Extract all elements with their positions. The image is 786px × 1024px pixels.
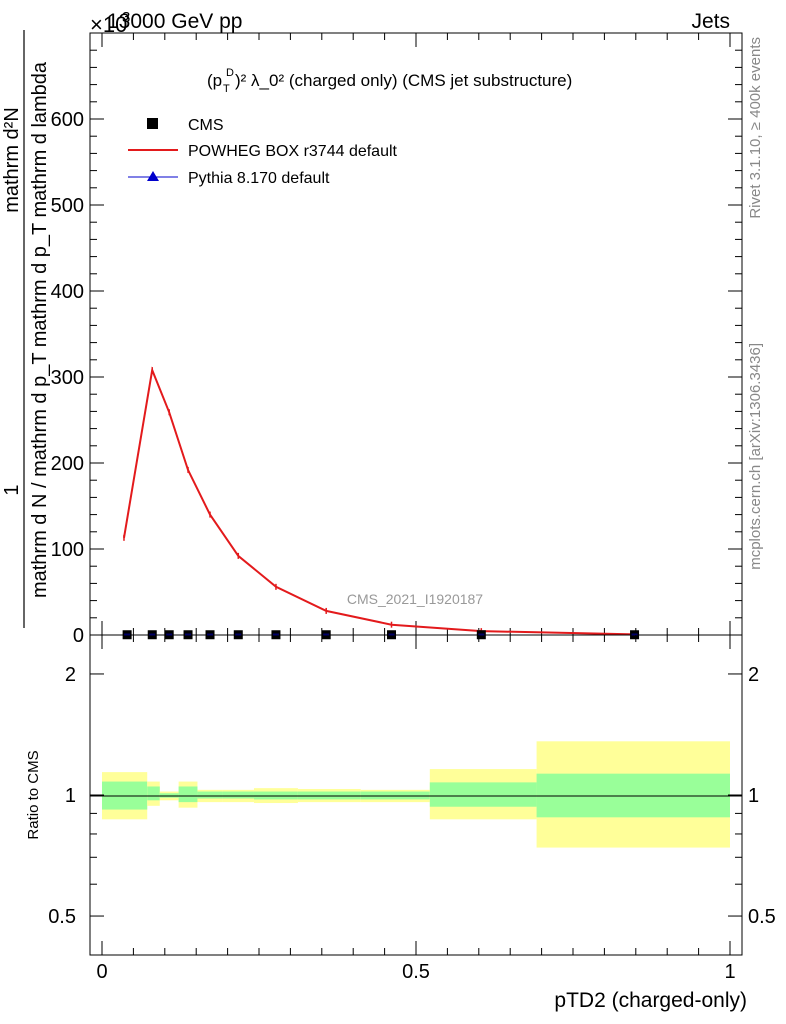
analysis-watermark: CMS_2021_I1920187	[347, 591, 483, 607]
ratio-inner-band	[536, 773, 730, 818]
legend-label-powheg: POWHEG BOX r3744 default	[188, 143, 398, 160]
ratio-y-label: Ratio to CMS	[25, 750, 42, 839]
ratio-y-tick-label: 1	[65, 785, 76, 807]
ratio-inner-band	[253, 791, 298, 800]
ratio-y-tick-label-right: 1	[748, 785, 759, 807]
ratio-inner-band	[222, 791, 254, 799]
x-tick-label: 0	[96, 961, 107, 983]
legend-label-cms: CMS	[188, 117, 224, 134]
svg-text:T: T	[223, 83, 230, 95]
x-tick-label: 0.5	[402, 961, 430, 983]
ratio-inner-band	[147, 786, 160, 801]
main-y-tick-label: 500	[51, 195, 84, 217]
legend-marker-cms	[147, 118, 158, 129]
ratio-y-tick-label: 0.5	[48, 906, 76, 928]
ratio-inner-band	[159, 793, 179, 798]
ratio-panel: 0.5 0.5 1 1 2 2 0 0.5 1 Ratio to CMS	[25, 634, 776, 983]
x-tick-label: 1	[724, 961, 735, 983]
ratio-inner-band	[178, 786, 198, 803]
legend-marker-pythia	[147, 171, 159, 181]
main-panel: 0 100 200 300 400 500 600 (p D T )² λ_0² (char…	[1, 30, 743, 647]
ratio-inner-band	[297, 791, 361, 800]
energy-label: 13000 GeV pp	[107, 10, 242, 33]
ratio-inner-band	[429, 782, 537, 807]
ratio-inner-band	[197, 791, 223, 799]
legend: CMS POWHEG BOX r3744 default Pythia 8.17…	[128, 117, 398, 187]
exponent-power: 3	[122, 9, 130, 26]
ratio-y-tick-label: 2	[65, 664, 76, 686]
rivet-label: Rivet 3.1.10, ≥ 400k events	[747, 37, 764, 219]
category-label: Jets	[691, 10, 730, 33]
svg-text:(p: (p	[207, 71, 222, 90]
plot-title: (p D T )² λ_0² (charged only) (CMS jet s…	[207, 67, 572, 95]
ratio-inner-band	[360, 791, 430, 800]
source-label: mcplots.cern.ch [arXiv:1306.3436]	[747, 343, 764, 570]
main-y-label: 1 mathrm d²N mathrm d N / mathrm d p_T m…	[1, 30, 51, 628]
main-y-tick-label: 600	[51, 109, 84, 131]
svg-text:1: 1	[1, 484, 23, 495]
main-y-tick-label: 100	[51, 539, 84, 561]
main-y-tick-label: 200	[51, 453, 84, 475]
svg-text:mathrm d²N: mathrm d²N	[1, 107, 23, 213]
legend-label-pythia: Pythia 8.170 default	[188, 170, 330, 187]
x-axis-label: pTD2 (charged-only)	[554, 989, 747, 1012]
ratio-y-tick-label-right: 2	[748, 664, 759, 686]
main-y-tick-label: 300	[51, 367, 84, 389]
main-y-tick-label: 0	[73, 625, 84, 647]
ratio-y-tick-label-right: 0.5	[748, 906, 776, 928]
svg-text:)² λ_0² (charged only) (CMS je: )² λ_0² (charged only) (CMS jet substruc…	[235, 71, 572, 90]
svg-text:D: D	[226, 67, 234, 79]
main-y-tick-label: 400	[51, 281, 84, 303]
svg-text:mathrm d N / mathrm d p_T math: mathrm d N / mathrm d p_T mathrm d p_T m…	[29, 61, 51, 598]
